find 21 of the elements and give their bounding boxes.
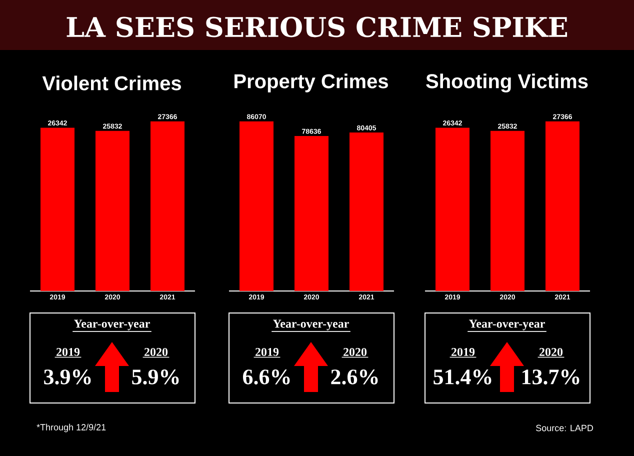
text: 2019	[452, 348, 475, 356]
text: 2020	[144, 348, 168, 356]
text: 2.6%	[331, 370, 378, 384]
text: 2020	[344, 348, 367, 356]
text: LA SEES SERIOUS CRIME SPIKE	[66, 16, 568, 38]
text: 2019	[256, 348, 279, 356]
chart-title: Property Crimes	[234, 74, 388, 92]
text: 3.9%	[44, 370, 91, 384]
chart-title: Violent Crimes	[42, 76, 182, 90]
text: Year-over-year	[273, 320, 349, 330]
source-note: Source: LAPD	[536, 424, 594, 432]
text: 2019	[56, 348, 80, 356]
text: Year-over-year	[74, 320, 150, 330]
chart-title: Shooting Victims	[426, 74, 588, 92]
text: 51.4%	[434, 370, 492, 384]
text: 6.6%	[243, 370, 290, 384]
text: Year-over-year	[469, 320, 545, 330]
text: 5.9%	[132, 370, 179, 384]
text: 13.7%	[522, 370, 580, 384]
text: *Through 12/9/21	[36, 424, 106, 432]
text: 2020	[540, 348, 563, 356]
